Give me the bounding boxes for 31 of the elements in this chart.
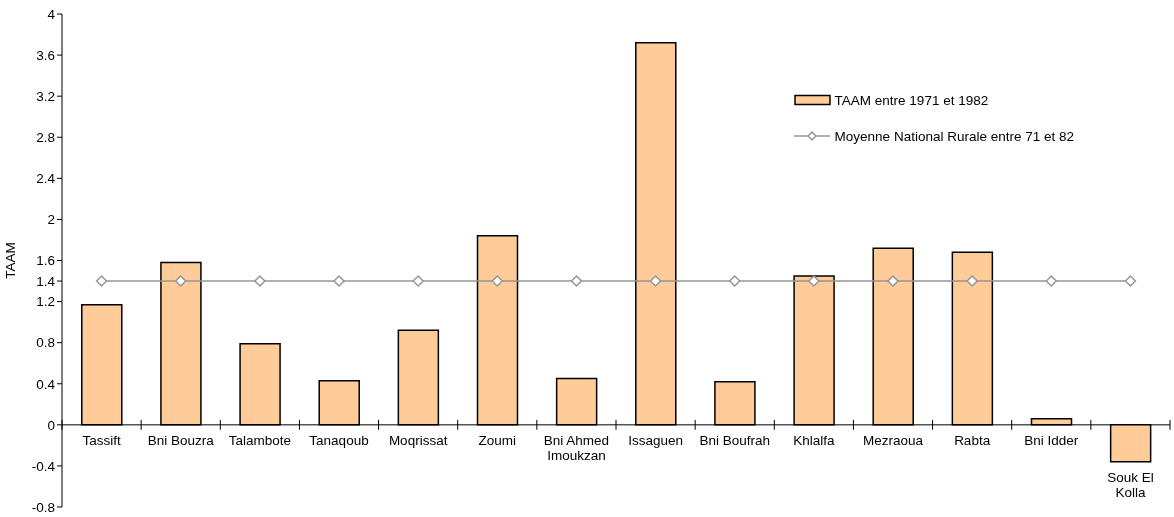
y-tick-label: 4 [47,6,56,22]
x-tick-label: Moqrissat [388,432,448,448]
y-tick-label: 0.4 [36,376,56,392]
y-tick-label: 3.2 [36,88,55,104]
y-tick-label: 3.6 [36,47,55,63]
y-tick-label: 0 [47,417,55,433]
y-tick-label: 1.4 [36,273,56,289]
x-tick-label: Bni Bouzra [147,432,215,448]
y-axis-title: TAAM [2,242,18,279]
y-tick-label: 2.8 [36,130,55,146]
x-tick-label: Tanaqoub [309,432,369,448]
x-tick-label: Khlalfa [793,432,835,448]
y-tick-label: -0.4 [31,458,56,474]
x-tick-label: Bni Idder [1024,432,1079,448]
legend-label: Moyenne National Rurale entre 71 et 82 [834,128,1074,144]
x-tick-label: Issaguen [628,432,683,448]
x-tick-label: Mezraoua [862,432,924,448]
x-tick-label: Souk El Kolla [1107,469,1154,500]
y-tick-label: 2.4 [36,171,56,187]
x-tick-label: Bni Ahmed Imoukzan [543,432,610,463]
legend-label: TAAM entre 1971 et 1982 [834,92,989,108]
x-tick-label: Talambote [228,432,292,448]
y-tick-label: 1.2 [36,294,55,310]
y-tick-label: -0.8 [31,499,55,515]
y-tick-label: 0.8 [36,335,55,351]
x-tick-label: Rabta [954,432,991,448]
y-tick-label: 1.6 [36,253,55,269]
y-tick-label: 2 [47,212,55,228]
x-tick-label: Bni Boufrah [699,432,770,448]
x-tick-label: Tassift [82,432,121,448]
x-tick-label: Zoumi [478,432,517,448]
